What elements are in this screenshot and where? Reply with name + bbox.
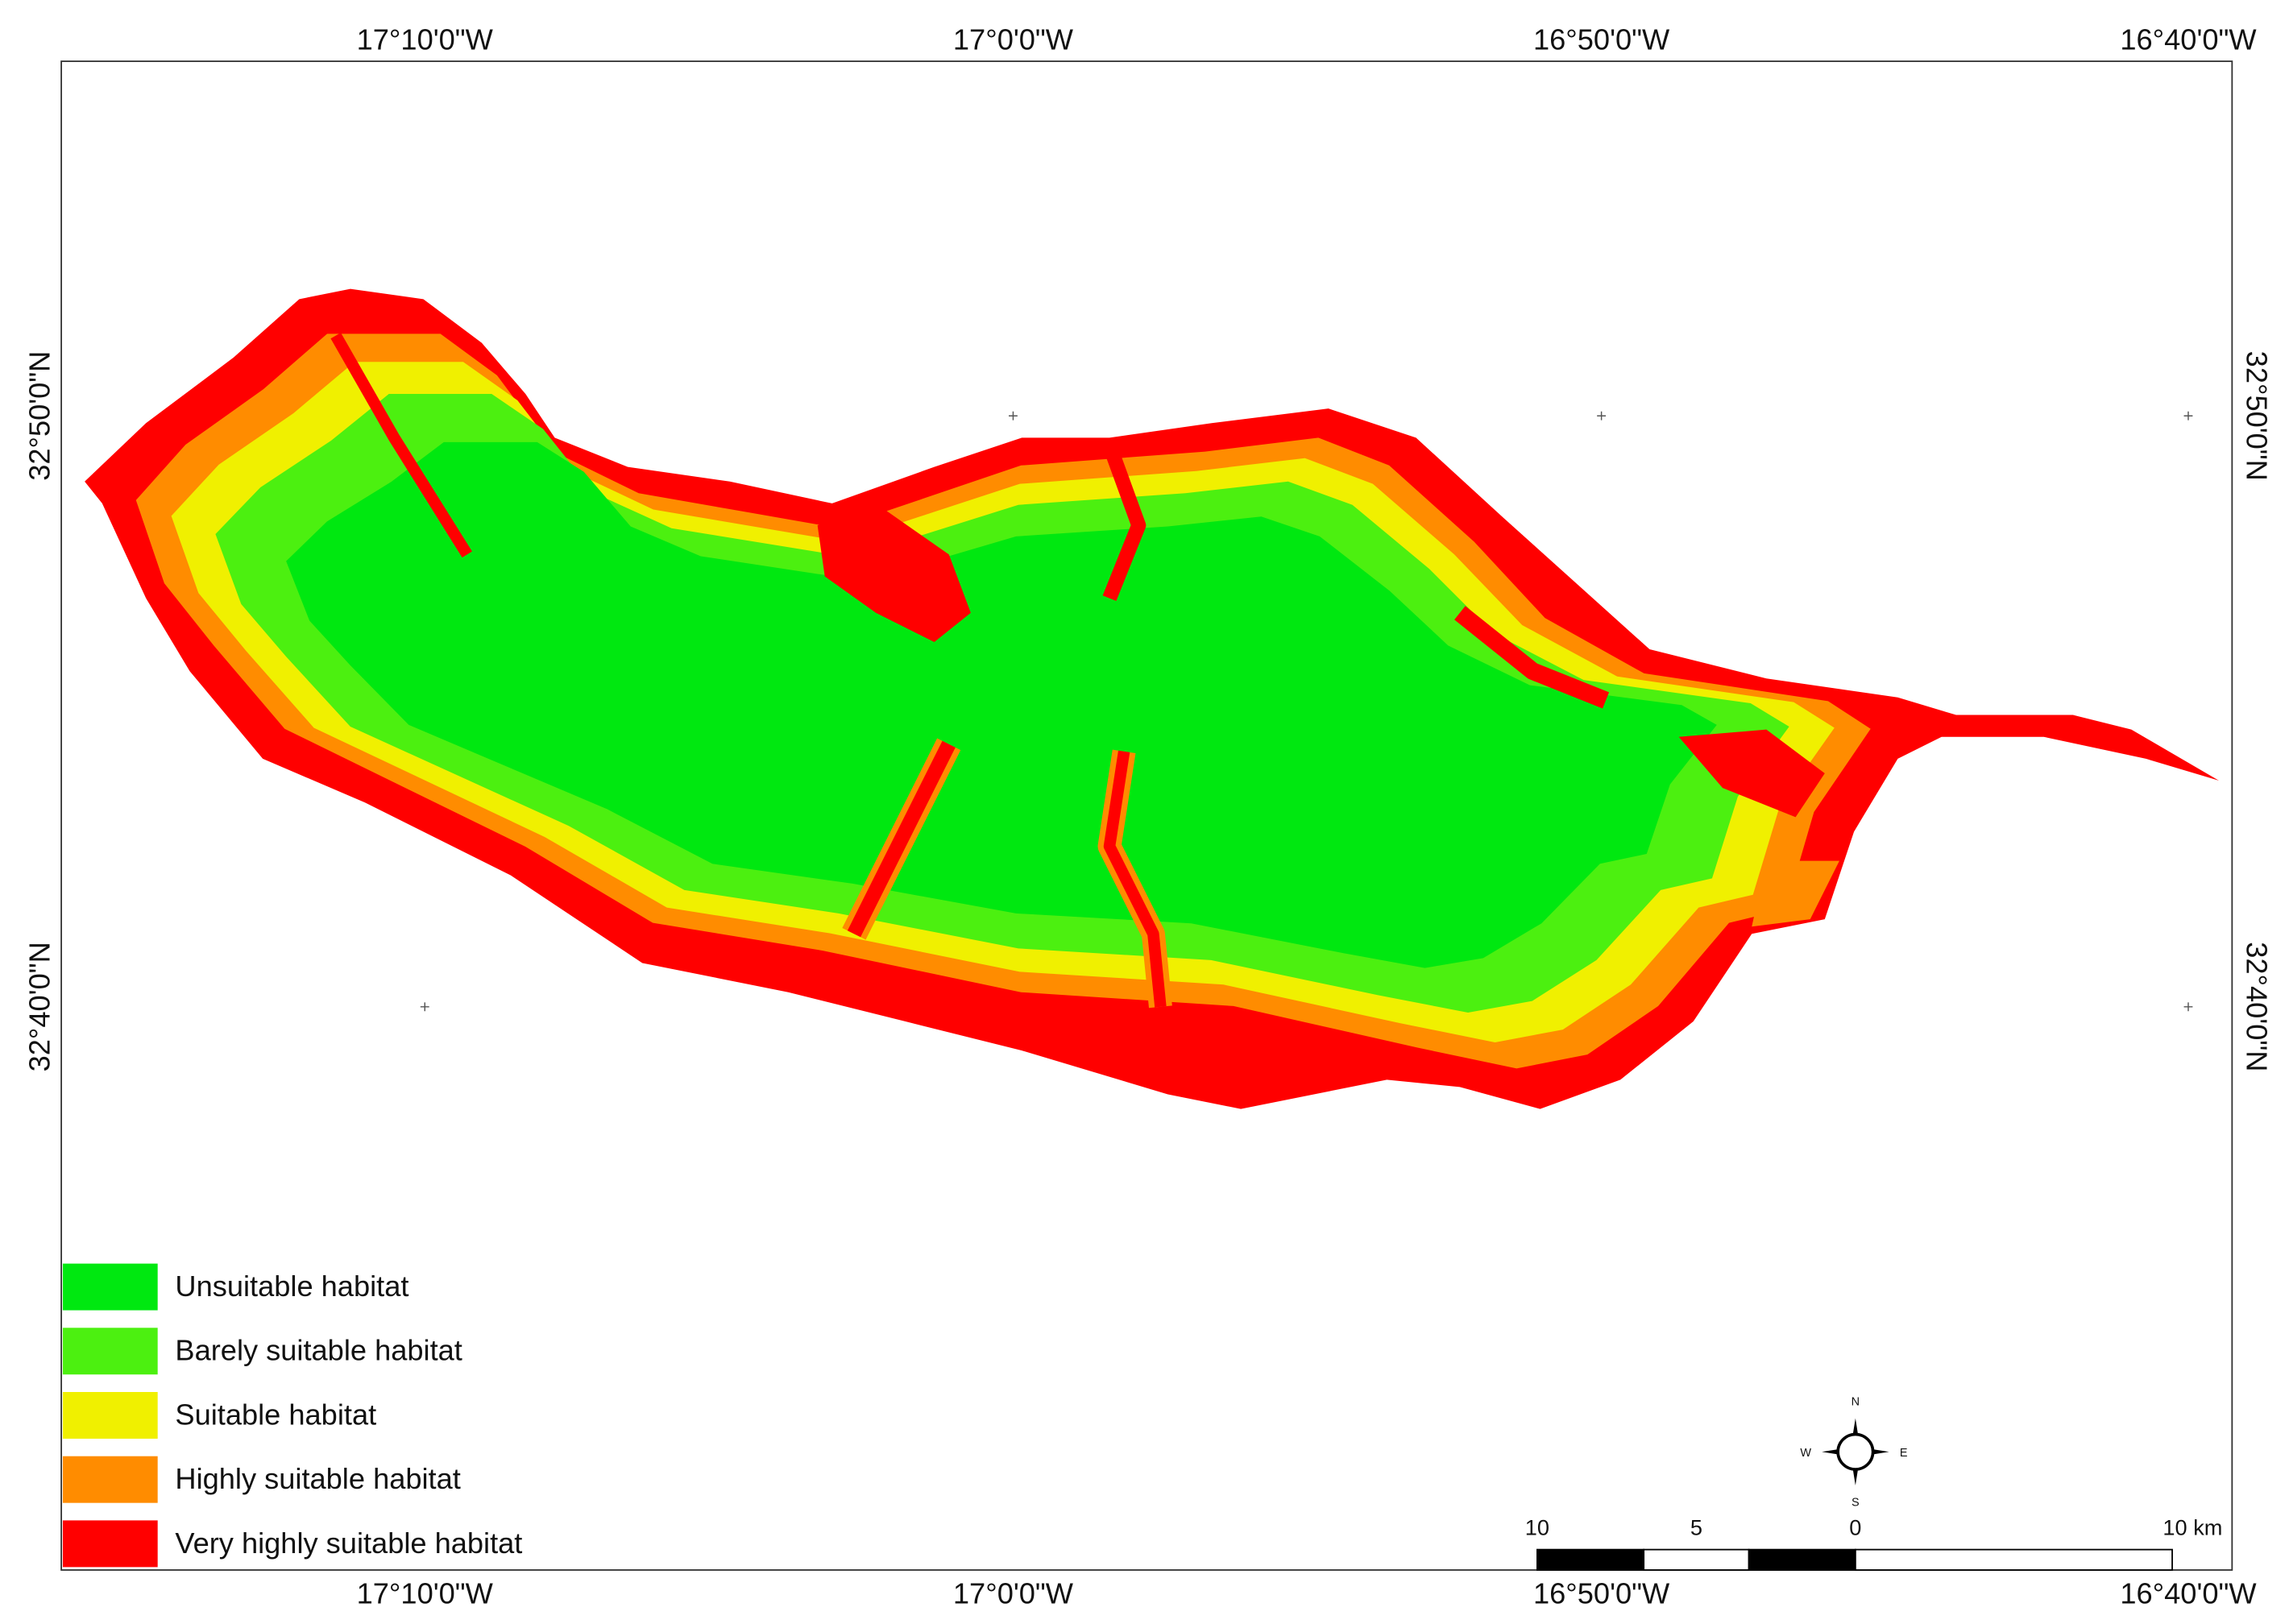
- top-label: 16°40'0"W: [2120, 23, 2257, 56]
- right-label: 32°40'0"N: [2240, 942, 2273, 1071]
- legend-swatch: [62, 1456, 158, 1503]
- habitat-valley: [1103, 750, 1167, 1008]
- compass-n: N: [1852, 1396, 1860, 1409]
- habitat-valley: [330, 333, 472, 558]
- scale-label: 0: [1849, 1515, 1861, 1540]
- right-label: 32°50'0"N: [2240, 351, 2273, 481]
- scale-label: 10 km: [2163, 1515, 2222, 1540]
- habitat-valley: [1454, 606, 1610, 709]
- habitat-valley: [847, 740, 956, 938]
- top-label: 17°0'0"W: [953, 23, 1074, 56]
- legend-label: Barely suitable habitat: [175, 1334, 462, 1367]
- legend-swatch: [62, 1328, 158, 1375]
- legend-label: Unsuitable habitat: [175, 1270, 408, 1303]
- scale-segment: [1854, 1548, 2173, 1571]
- scale-segment: [1536, 1548, 1645, 1571]
- compass-w: W: [1800, 1447, 1811, 1460]
- legend-label: Very highly suitable habitat: [175, 1527, 522, 1560]
- legend-label: Suitable habitat: [175, 1398, 376, 1431]
- bottom-label: 17°10'0"W: [357, 1577, 494, 1610]
- top-label: 16°50'0"W: [1533, 23, 1670, 56]
- scale-segment: [1748, 1548, 1856, 1571]
- legend-swatch: [62, 1263, 158, 1311]
- compass-e: E: [1900, 1447, 1908, 1460]
- axis-labels: 17°10'0"W 17°0'0"W 16°50'0"W 16°40'0"W 17°10…: [23, 23, 2274, 1610]
- bottom-label: 16°50'0"W: [1533, 1577, 1670, 1610]
- compass: N S E W: [1800, 1396, 1907, 1510]
- legend-label: Highly suitable habitat: [175, 1462, 460, 1495]
- top-label: 17°10'0"W: [357, 23, 494, 56]
- scale-bar: 10 5 0 10 km: [1525, 1515, 2222, 1571]
- bottom-label: 16°40'0"W: [2120, 1577, 2257, 1610]
- scale-label: 5: [1690, 1515, 1702, 1540]
- habitat-layer: [286, 441, 1717, 968]
- scale-segment: [1643, 1548, 1750, 1571]
- left-label: 32°40'0"N: [23, 942, 56, 1071]
- left-label: 32°50'0"N: [23, 351, 56, 481]
- compass-s: S: [1852, 1496, 1860, 1509]
- island: [85, 288, 2220, 1109]
- habitat-valley: [1678, 729, 1825, 818]
- scale-label: 10: [1525, 1515, 1549, 1540]
- graticule: [420, 411, 2193, 1012]
- legend: Unsuitable habitat Barely suitable habita…: [62, 1263, 522, 1568]
- habitat-valley: [1752, 860, 1839, 927]
- habitat-valley: [817, 503, 971, 642]
- legend-swatch: [62, 1392, 158, 1439]
- legend-swatch: [62, 1520, 158, 1568]
- bottom-label: 17°0'0"W: [953, 1577, 1074, 1610]
- habitat-valley: [1102, 442, 1147, 602]
